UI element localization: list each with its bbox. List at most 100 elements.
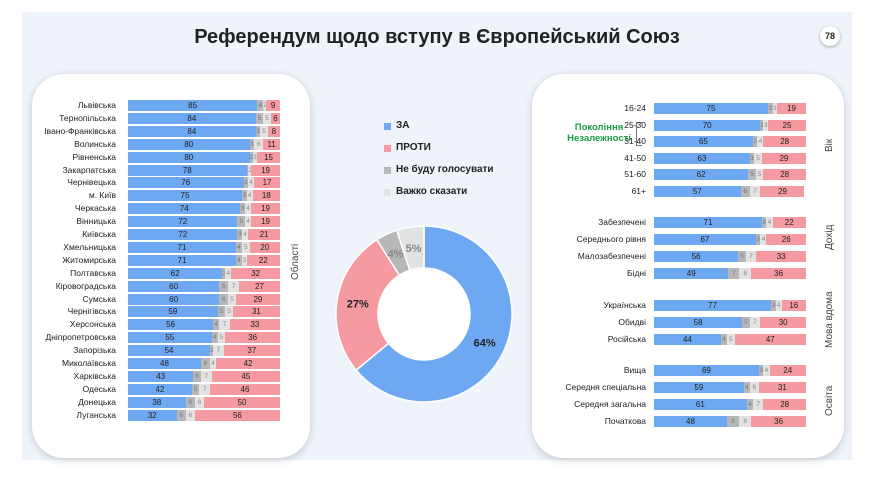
stacked-bar: 75 3 3 19 [654,103,806,114]
bar-segment-za: 49 [654,268,729,279]
bar-segment-proty: 25 [767,119,806,131]
category-label: Сумська [82,293,116,304]
bar-segment-proty: 24 [769,365,806,376]
bar-segment-proty: 28 [763,169,806,180]
stacked-bar: 76 3 4 17 [128,177,280,189]
row-label: Одеська [32,384,116,395]
row-label: Малозабезпечені [532,251,646,262]
category-label: Черкаська [74,203,116,214]
bar-segment-vazhko: 4 [245,216,252,228]
bar-segment-ne-budu: 6 [200,358,211,369]
bar-segment-proty: 30 [760,317,806,328]
row-label: Черкаська [32,203,116,214]
stacked-bar: 80 2 3 15 [128,151,280,163]
bar-segment-vazhko: 7 [749,317,761,328]
bar-segment-za: 61 [654,399,747,410]
bar-segment-vazhko: 4 [225,267,232,279]
bar-segment-proty: 47 [734,334,806,345]
bar-segment-ne-budu: 8 [726,416,740,427]
row-label: Полтавська [32,268,116,279]
bar-segment-ne-budu: 6 [219,293,229,305]
bar-segment-ne-budu: 5 [748,169,756,180]
row-label: Сумська [32,294,116,305]
bar-segment-proty: 19 [251,203,280,215]
bar-segment-ne-budu: 2 [760,119,764,131]
bar-segment-proty: 20 [249,241,280,253]
legend-swatch-za [384,123,391,130]
bar-segment-za: 72 [128,216,238,228]
donut-slice-label: 27% [347,299,369,311]
stacked-bar: 70 2 3 25 [654,119,806,131]
donut-hole [379,269,469,359]
category-label: Початкова [604,416,646,426]
bar-segment-vazhko: 3 [241,254,247,266]
row-label: Дніпропетровська [32,332,116,343]
bar-segment-za: 65 [654,136,753,147]
bar-segment-za: 60 [128,293,220,305]
bar-segment-proty: 45 [211,370,280,382]
donut-slice [335,238,401,372]
stacked-bar: 62 5 5 28 [654,169,806,180]
bar-segment-za: 72 [128,229,238,240]
donut-slice [395,225,425,272]
category-label: 41-50 [624,152,646,163]
category-label: Хмельницька [63,241,116,252]
bar-segment-ne-budu: 7 [728,268,740,279]
group-label: Вік [824,138,835,152]
bar-segment-ne-budu: 2 [249,151,253,163]
stacked-bar: 59 4 6 31 [654,382,806,393]
category-label: Житомирська [62,254,116,265]
bar-segment-vazhko: 6 [185,409,195,421]
group-label: Освіта [824,385,835,416]
bar-segment-vazhko: 3 [763,119,768,131]
stacked-bar: 32 6 6 56 [128,409,280,421]
stacked-bar: 60 6 5 29 [128,293,280,305]
stacked-bar: 44 4 5 47 [654,334,806,345]
bar-segment-za: 77 [654,300,772,311]
bar-segment-za: 71 [128,254,236,266]
bar-segment-ne-budu: 3 [255,125,261,137]
bar-segment-proty: 18 [252,190,280,202]
group-label: Мова вдома [824,291,835,348]
row-label: Кіровоградська [32,281,116,292]
bar-segment-proty: 22 [772,217,806,228]
stacked-bar: 69 3 4 24 [654,365,806,376]
stacked-bar: 80 3 6 11 [128,138,280,150]
bar-segment-ne-budu: 4 [257,100,264,111]
bar-segment-vazhko: 5 [228,293,236,305]
bar-segment-proty: 17 [254,177,280,189]
category-label: Волинська [74,138,116,149]
donut-slice [355,225,513,403]
bar-segment-za: 38 [128,396,186,408]
group-label: Дохід [824,224,835,250]
bar-segment-ne-budu: 3 [755,234,761,245]
bar-segment-za: 62 [654,169,749,180]
category-label: 31-40 [624,136,646,146]
donut-slice-label: 5% [406,243,422,255]
bar-segment-ne-budu: 3 [761,217,767,228]
category-label: Харківська [73,370,116,381]
bar-segment-proty: 32 [231,267,280,279]
category-label: Полтавська [70,267,116,278]
stacked-bar: 42 5 7 46 [128,383,280,395]
bar-segment-za: 56 [654,251,739,262]
row-label: Вища [532,365,646,376]
category-label: Рівненська [72,151,116,162]
stacked-bar: 60 6 7 27 [128,280,280,292]
bar-segment-za: 54 [128,345,211,357]
legend-swatch-vazhko [384,189,391,196]
bar-segment-vazhko: 5 [241,241,250,253]
bar-segment-ne-budu: 6 [185,396,195,408]
bar-segment-vazhko: 4 [757,136,764,147]
bar-segment-za: 43 [128,370,194,382]
bar-segment-vazhko: 2 [248,164,252,176]
row-label: Запорізька [32,345,116,356]
bar-segment-proty: 11 [263,138,280,150]
bar-segment-proty: 36 [751,268,806,279]
bar-segment-vazhko: 4 [241,229,249,240]
bar-segment-ne-budu: 3 [752,136,758,147]
bar-segment-za: 56 [128,319,214,331]
stacked-bar: 71 3 4 22 [654,217,806,228]
category-label: Київська [82,229,116,239]
bar-segment-ne-budu: 6 [740,185,750,197]
